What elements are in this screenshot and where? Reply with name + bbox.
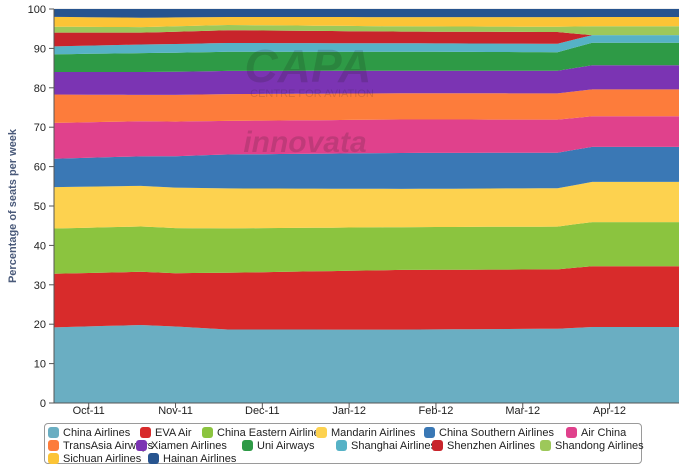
legend-swatch	[540, 440, 551, 451]
legend-swatch	[148, 453, 159, 464]
legend-item-hainan-airlines[interactable]: Hainan Airlines	[148, 452, 238, 465]
legend-label: China Airlines	[63, 426, 131, 439]
legend-item-shandong-airlines[interactable]: Shandong Airlines	[540, 439, 644, 452]
legend-label: Mandarin Airlines	[331, 426, 416, 439]
area-hainan-airlines	[54, 9, 679, 18]
legend-label: Shanghai Airlines	[351, 439, 437, 452]
legend-item-shenzhen-airlines[interactable]: Shenzhen Airlines	[432, 439, 540, 452]
legend-swatch	[242, 440, 253, 451]
y-tick-label: 30	[34, 280, 46, 292]
watermark-innovata: innovata	[243, 126, 366, 159]
legend: China Airlines EVA Air China Eastern Airli…	[44, 423, 644, 465]
legend-swatch	[202, 427, 213, 438]
legend-item-china-airlines[interactable]: China Airlines	[48, 426, 140, 439]
y-tick-label: 20	[34, 319, 46, 331]
legend-swatch	[566, 427, 577, 438]
legend-item-mandarin-airlines[interactable]: Mandarin Airlines	[316, 426, 424, 439]
legend-swatch	[48, 427, 59, 438]
area-air-china	[54, 116, 679, 159]
area-mandarin-airlines	[54, 181, 679, 229]
y-tick-label: 10	[34, 359, 46, 371]
legend-swatch	[48, 453, 59, 464]
y-tick-label: 50	[34, 201, 46, 213]
legend-row: TransAsia Airways Xiamen Airlines Uni Airw…	[48, 439, 644, 452]
legend-label: Sichuan Airlines	[63, 452, 142, 465]
legend-item-transasia-airways[interactable]: TransAsia Airways	[48, 439, 153, 452]
series-areas	[54, 9, 679, 403]
legend-label: EVA Air	[155, 426, 192, 439]
legend-label: TransAsia Airways	[63, 439, 154, 452]
y-tick-label: 90	[34, 43, 46, 55]
area-china-eastern-airlines	[54, 222, 679, 274]
legend-label: China Eastern Airlines	[217, 426, 326, 439]
y-tick-label: 100	[28, 4, 46, 16]
x-tick-label: Feb-12	[419, 405, 454, 417]
y-tick-label: 60	[34, 162, 46, 174]
legend-item-china-southern-airlines[interactable]: China Southern Airlines	[424, 426, 566, 439]
x-tick-label: Jan-12	[332, 405, 366, 417]
legend-item-china-eastern-airlines[interactable]: China Eastern Airlines	[202, 426, 325, 439]
legend-swatch	[432, 440, 443, 451]
area-sichuan-airlines	[54, 16, 679, 28]
area-shandong-airlines	[54, 25, 679, 36]
legend-swatch	[336, 440, 347, 451]
legend-item-sichuan-airlines[interactable]: Sichuan Airlines	[48, 452, 148, 465]
legend-label: Xiamen Airlines	[151, 439, 227, 452]
legend-item-uni-airways[interactable]: Uni Airways	[242, 439, 336, 452]
area-transasia-airways	[54, 89, 679, 123]
x-tick-label: Nov-11	[158, 405, 193, 417]
legend-item-eva-air[interactable]: EVA Air	[140, 426, 202, 439]
legend-swatch	[316, 427, 327, 438]
area-xiamen-airlines	[54, 65, 679, 95]
x-tick-label: Dec-11	[245, 405, 280, 417]
legend-swatch	[424, 427, 435, 438]
watermark-centre: CENTRE FOR AVIATION	[250, 88, 374, 100]
legend-label: Hainan Airlines	[163, 452, 237, 465]
watermark: CAPA CENTRE FOR AVIATION innovata	[243, 40, 374, 159]
axes: 0 10 20 30 40 50 60 70 80 90 100 Oct-11 Nov-11 Dec-11…	[28, 4, 679, 417]
legend-label: China Southern Airlines	[439, 426, 554, 439]
watermark-capa: CAPA	[245, 40, 372, 92]
legend-item-shanghai-airlines[interactable]: Shanghai Airlines	[336, 439, 436, 452]
area-shenzhen-airlines	[54, 30, 679, 47]
y-axis-title: Percentage of seats per week	[7, 128, 19, 283]
legend-label: Air China	[581, 426, 627, 439]
area-eva-air	[54, 266, 679, 330]
legend-swatch	[48, 440, 59, 451]
y-tick-label: 70	[34, 122, 46, 134]
x-tick-label: Mar-12	[505, 405, 540, 417]
area-uni-airways	[54, 42, 679, 72]
legend-item-air-china[interactable]: Air China	[566, 426, 634, 439]
legend-item-xiamen-airlines[interactable]: Xiamen Airlines	[136, 439, 242, 452]
y-tick-label: 80	[34, 83, 46, 95]
area-china-airlines	[54, 325, 679, 403]
legend-swatch	[136, 440, 147, 451]
legend-row: Sichuan Airlines Hainan Airlines	[48, 452, 641, 465]
x-tick-label: Apr-12	[593, 405, 626, 417]
legend-label: Uni Airways	[257, 439, 315, 452]
y-tick-label: 0	[40, 398, 46, 410]
area-china-southern-airlines	[54, 146, 679, 189]
y-tick-label: 40	[34, 240, 46, 252]
x-tick-label: Oct-11	[73, 405, 105, 417]
legend-label: Shandong Airlines	[555, 439, 644, 452]
area-shanghai-airlines	[54, 35, 679, 55]
legend-swatch	[140, 427, 151, 438]
legend-row: China Airlines EVA Air China Eastern Airli…	[48, 426, 641, 439]
legend-label: Shenzhen Airlines	[447, 439, 536, 452]
